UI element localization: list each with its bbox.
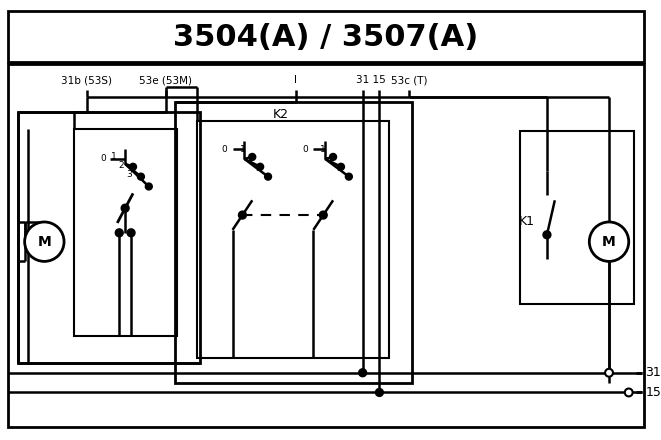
Bar bbox=[8, 11, 644, 62]
Text: 1: 1 bbox=[110, 152, 116, 161]
Text: I: I bbox=[294, 75, 297, 85]
Circle shape bbox=[239, 211, 247, 219]
Circle shape bbox=[249, 154, 256, 160]
Bar bbox=[8, 64, 644, 427]
Text: 0: 0 bbox=[100, 154, 106, 163]
Text: 3: 3 bbox=[126, 170, 132, 179]
Text: 53e (53M): 53e (53M) bbox=[139, 75, 192, 85]
Bar bbox=[18, 112, 200, 363]
Text: 0: 0 bbox=[303, 145, 309, 154]
Circle shape bbox=[330, 154, 336, 160]
Text: M: M bbox=[38, 235, 51, 249]
Text: 3: 3 bbox=[255, 164, 261, 173]
Circle shape bbox=[338, 163, 344, 170]
Bar bbox=[520, 131, 634, 304]
Circle shape bbox=[256, 163, 264, 170]
Circle shape bbox=[24, 222, 64, 261]
Text: K1: K1 bbox=[520, 216, 535, 228]
Circle shape bbox=[121, 204, 129, 212]
Bar bbox=[197, 121, 389, 358]
Circle shape bbox=[145, 183, 152, 190]
Text: 2: 2 bbox=[329, 154, 334, 163]
Text: 2: 2 bbox=[118, 161, 124, 170]
Bar bbox=[175, 102, 412, 383]
Circle shape bbox=[605, 369, 613, 377]
Bar bbox=[74, 129, 177, 336]
Circle shape bbox=[115, 229, 123, 237]
Circle shape bbox=[130, 163, 136, 170]
Circle shape bbox=[590, 222, 629, 261]
Text: 1: 1 bbox=[239, 145, 245, 154]
Text: 3504(A) / 3507(A): 3504(A) / 3507(A) bbox=[173, 23, 478, 52]
Circle shape bbox=[359, 369, 367, 377]
Text: 15: 15 bbox=[646, 386, 661, 399]
Text: 1: 1 bbox=[321, 145, 326, 154]
Circle shape bbox=[543, 231, 551, 239]
Circle shape bbox=[319, 211, 327, 219]
Text: 0: 0 bbox=[222, 145, 227, 154]
Text: 53c (T): 53c (T) bbox=[391, 75, 427, 85]
Circle shape bbox=[625, 389, 633, 396]
Text: 3: 3 bbox=[336, 164, 342, 173]
Circle shape bbox=[375, 389, 383, 396]
Circle shape bbox=[137, 173, 144, 180]
Circle shape bbox=[346, 173, 352, 180]
Text: 2: 2 bbox=[247, 154, 253, 163]
Circle shape bbox=[264, 173, 272, 180]
Text: 31 15: 31 15 bbox=[356, 75, 385, 85]
Circle shape bbox=[127, 229, 135, 237]
Text: M: M bbox=[602, 235, 616, 249]
Text: 31: 31 bbox=[646, 366, 661, 379]
Text: 31b (53S): 31b (53S) bbox=[61, 75, 112, 85]
Text: K2: K2 bbox=[273, 108, 289, 121]
